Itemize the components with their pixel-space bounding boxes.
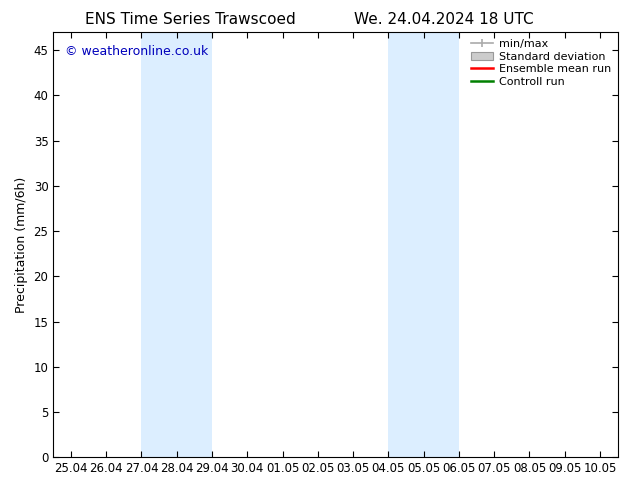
Bar [389, 32, 459, 457]
Text: © weatheronline.co.uk: © weatheronline.co.uk [65, 45, 208, 58]
Text: ENS Time Series Trawscoed: ENS Time Series Trawscoed [85, 12, 295, 27]
Text: We. 24.04.2024 18 UTC: We. 24.04.2024 18 UTC [354, 12, 534, 27]
Bar [141, 32, 212, 457]
Y-axis label: Precipitation (mm/6h): Precipitation (mm/6h) [15, 176, 28, 313]
Legend: min/max, Standard deviation, Ensemble mean run, Controll run: min/max, Standard deviation, Ensemble me… [467, 34, 616, 92]
